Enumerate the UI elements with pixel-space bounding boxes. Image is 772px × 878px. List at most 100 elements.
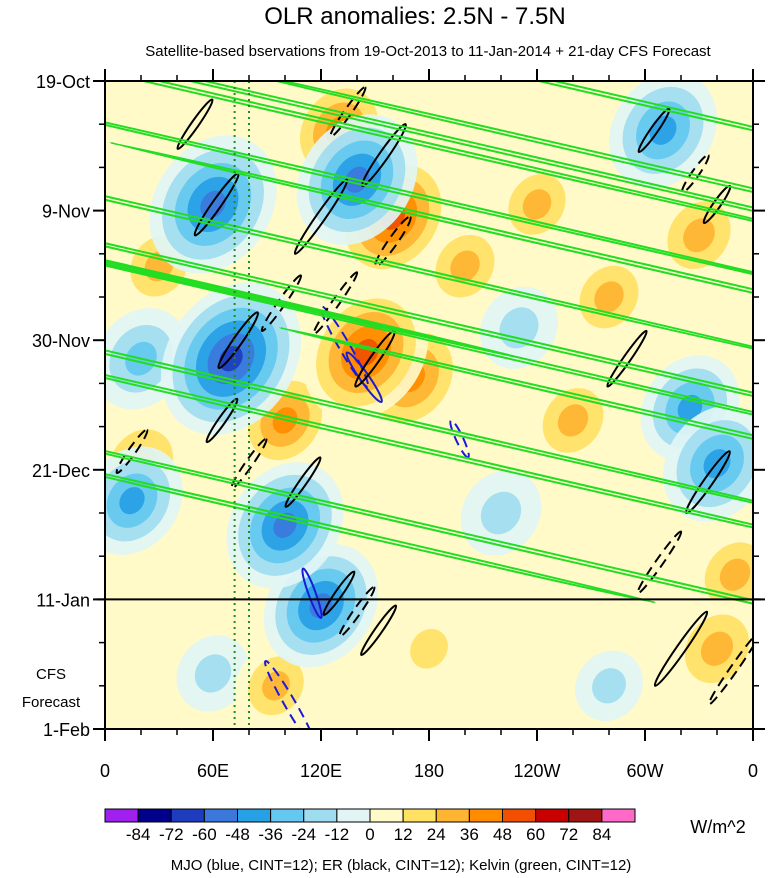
kelvin-contour (105, 326, 753, 576)
er-contour (361, 123, 407, 188)
anomaly-blob (527, 371, 619, 469)
er-contour (205, 397, 239, 444)
er-contour (653, 610, 709, 687)
x-tick-label: 60W (626, 761, 663, 781)
anomaly-level (262, 671, 290, 701)
x-tick-label: 180 (414, 761, 444, 781)
kelvin-contour (105, 172, 753, 484)
chart-subtitle: Satellite-based bservations from 19-Oct-… (145, 43, 711, 60)
colorbar-label: 12 (394, 825, 413, 844)
anomaly-level (719, 558, 751, 591)
kelvin-contour (105, 172, 525, 360)
wave-contours (105, 81, 753, 729)
er-contour (636, 530, 683, 595)
kelvin-contour (212, 81, 753, 283)
mjo-contour (319, 305, 370, 388)
mjo-contour (449, 419, 470, 459)
er-contour (284, 456, 322, 508)
anomaly-level (683, 218, 715, 253)
colorbar-label: 72 (559, 825, 578, 844)
colorbar-label: 48 (493, 825, 512, 844)
colorbar-label: -12 (325, 825, 350, 844)
er-contour (360, 604, 398, 657)
y-tick-label: 9-Nov (42, 202, 90, 222)
colorbar-swatch (369, 808, 404, 823)
colorbar-swatch (303, 808, 338, 823)
er-contour (374, 215, 412, 268)
forecast-label-line2: Forecast (22, 694, 81, 711)
contour-legend: MJO (blue, CINT=12); ER (black, CINT=12)… (171, 857, 632, 874)
y-tick-label: 11-Jan (36, 590, 90, 610)
x-tick-label: 60E (197, 761, 229, 781)
chart-title: OLR anomalies: 2.5N - 7.5N (264, 3, 565, 30)
anomaly-blob (105, 446, 183, 555)
anomaly-level (410, 628, 448, 669)
colorbar-label: 84 (592, 825, 611, 844)
anomaly-level (594, 281, 624, 313)
colorbar-label: 24 (427, 825, 446, 844)
colorbar-label: -60 (192, 825, 217, 844)
er-contour (293, 178, 349, 255)
anomaly-level (557, 404, 589, 437)
colorbar-label: -48 (225, 825, 250, 844)
colorbar-label: 0 (365, 825, 374, 844)
kelvin-contour (105, 81, 753, 373)
anomaly-blob (479, 286, 559, 369)
colorbar-label: -84 (126, 825, 151, 844)
anomaly-level (649, 115, 677, 145)
colorbar-label: -72 (159, 825, 184, 844)
colorbar-swatch (203, 808, 238, 823)
anomaly-blob (176, 635, 250, 712)
er-contour (338, 585, 376, 638)
colorbar-label: -36 (258, 825, 283, 844)
colorbar-swatch (137, 808, 172, 823)
er-contour (230, 437, 268, 490)
y-tick-label: 21-Dec (32, 461, 90, 481)
kelvin-contour (105, 447, 657, 604)
kelvin-contour (105, 81, 753, 373)
colorbar-label: -24 (291, 825, 316, 844)
kelvin-contour (105, 249, 753, 530)
kelvin-contour (109, 141, 753, 391)
anomaly-blob (609, 81, 717, 189)
anomaly-level (499, 307, 539, 349)
er-contour (606, 329, 648, 388)
colorbar-swatch (104, 808, 139, 823)
colorbar-swatch (468, 808, 503, 823)
anomaly-level (480, 491, 522, 535)
colorbar-swatch (502, 808, 537, 823)
kelvin-contour (105, 81, 753, 252)
anomaly-blob (651, 184, 747, 286)
colorbar-swatch (601, 808, 636, 823)
contour-series-kelvin (105, 81, 753, 712)
axis-ticks: 0 60E 120E 180 120W 60W 0 19-Oct 9-Nov 30-Nov 21-D… (32, 69, 765, 781)
er-contour (322, 570, 356, 616)
y-tick-label: 19-Oct (36, 72, 90, 92)
mjo-contour (301, 567, 323, 619)
colorbar-units: W/m^2 (690, 817, 745, 837)
colorbar-swatch (270, 808, 305, 823)
anomaly-level (700, 631, 734, 666)
anomaly-blob (575, 650, 643, 722)
colorbar-swatch (568, 808, 603, 823)
kelvin-contour (279, 326, 753, 515)
x-tick-label: 0 (748, 761, 758, 781)
er-contour (115, 428, 149, 474)
y-tick-label: 30-Nov (32, 331, 90, 351)
anomaly-blob (391, 609, 467, 689)
x-tick-label: 120E (300, 761, 342, 781)
er-contour (312, 271, 359, 336)
mjo-contour (264, 660, 317, 729)
y-tick-label: 1-Feb (43, 720, 90, 740)
colorbar-swatch (336, 808, 371, 823)
anomaly-blob (460, 470, 542, 556)
x-tick-label: 0 (100, 761, 110, 781)
anomaly-level (194, 654, 232, 693)
colorbar-swatch (402, 808, 437, 823)
anomaly-level (119, 487, 145, 515)
er-contour (217, 311, 259, 370)
er-contour (176, 98, 214, 150)
anomaly-blob (420, 219, 510, 314)
er-contour (329, 86, 367, 138)
